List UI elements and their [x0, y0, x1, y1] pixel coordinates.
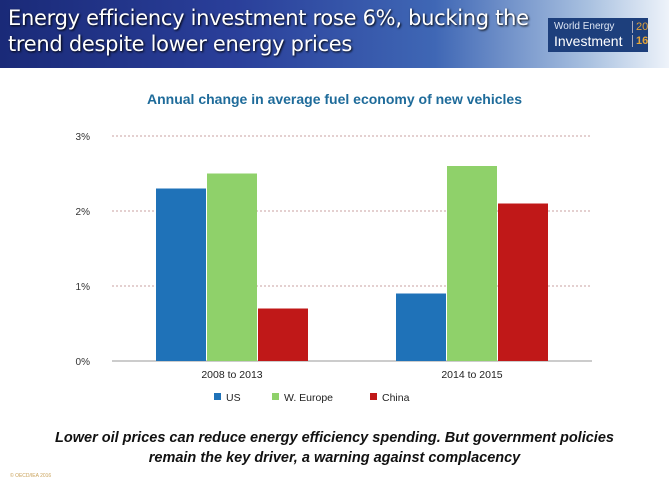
logo-year1: 20	[632, 21, 648, 33]
logo-year2: 16	[632, 35, 648, 47]
x-tick-label: 2014 to 2015	[441, 369, 502, 381]
logo-line1: World Energy	[554, 21, 615, 32]
bar-us	[156, 188, 206, 361]
bar-china	[258, 308, 308, 361]
legend-swatch	[214, 393, 221, 400]
bar-china	[498, 203, 548, 361]
legend-label: US	[226, 392, 241, 404]
copyright: © OECD/IEA 2016	[10, 473, 52, 479]
y-tick-label: 1%	[76, 282, 91, 293]
legend-swatch	[370, 393, 377, 400]
x-tick-label: 2008 to 2013	[201, 369, 262, 381]
bar-us	[396, 293, 446, 361]
y-tick-label: 3%	[76, 132, 91, 143]
logo-line2: Investment	[554, 33, 623, 49]
slide-title: Energy efficiency investment rose 6%, bu…	[8, 6, 529, 56]
y-tick-label: 0%	[76, 357, 91, 368]
title-banner: Energy efficiency investment rose 6%, bu…	[0, 0, 669, 68]
legend-label: China	[382, 392, 410, 404]
bar-w-europe	[447, 166, 497, 361]
world-energy-investment-logo: World Energy Investment 20 16	[548, 18, 648, 52]
bar-w-europe	[207, 173, 257, 361]
footer-message: Lower oil prices can reduce energy effic…	[0, 428, 669, 468]
chart-title: Annual change in average fuel economy of…	[147, 91, 522, 107]
legend-swatch	[272, 393, 279, 400]
y-tick-label: 2%	[76, 207, 91, 218]
legend-label: W. Europe	[284, 392, 333, 404]
footer-text: Lower oil prices can reduce energy effic…	[55, 430, 614, 466]
